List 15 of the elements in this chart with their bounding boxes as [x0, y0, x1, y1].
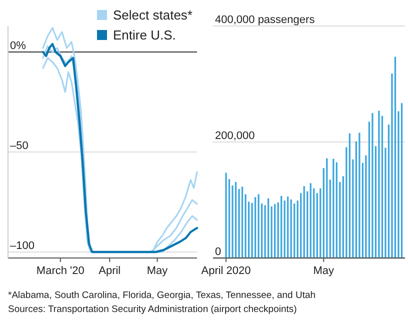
source-note: Sources: Transportation Security Administration (airport checkpoints) [8, 304, 297, 315]
legend-label: Select states* [113, 8, 192, 22]
x-tick-label: April 2020 [201, 265, 251, 277]
y-tick-label: 0% [10, 40, 26, 52]
x-tick-label: March '20 [36, 265, 84, 277]
y-tick-label: 400,000 passengers [215, 14, 316, 26]
y-tick-label: 0 [215, 246, 222, 258]
y-tick-label: 200,000 [215, 130, 255, 142]
y-tick-label: –50 [10, 140, 28, 152]
x-tick-label: May [313, 265, 335, 277]
y-tick-label: –100 [10, 240, 34, 252]
text: *Alabama, South Carolina, Florida, Georgia, Texas, Tennessee, and Utah [8, 290, 316, 301]
x-tick-label: May [146, 265, 168, 277]
x-tick-label: April [98, 265, 121, 277]
legend-label: Entire U.S. [113, 28, 176, 42]
